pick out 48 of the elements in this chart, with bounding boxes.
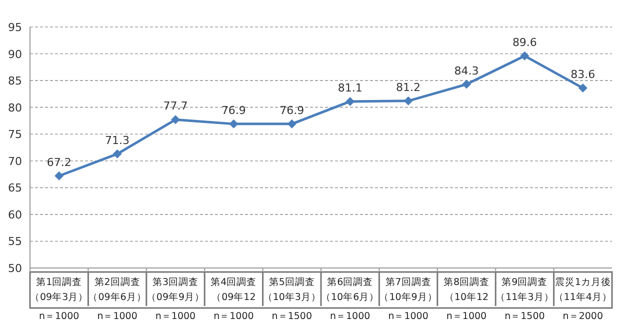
point bbox=[404, 96, 413, 106]
data-label: 81.2 bbox=[396, 80, 421, 94]
data-label: 89.6 bbox=[512, 36, 537, 49]
x-tick-label: 第7回調査（10年9月） bbox=[379, 276, 438, 303]
text: n＝1000 bbox=[97, 311, 138, 321]
point bbox=[520, 51, 530, 60]
point bbox=[578, 84, 588, 93]
data-label: 83.6 bbox=[570, 68, 596, 82]
x-tick-label: 第4回調査（09年12 bbox=[210, 276, 257, 303]
text: n＝1000 bbox=[155, 311, 196, 321]
x-tick-label: 第9回調査（11年3月） bbox=[496, 276, 554, 303]
y-tick-label: 65 bbox=[8, 182, 22, 195]
y-tick-label: 75 bbox=[8, 128, 22, 142]
y-tick-label: 60 bbox=[8, 208, 22, 222]
data-label: 84.3 bbox=[454, 64, 479, 78]
text: n＝1000 bbox=[446, 311, 487, 321]
x-tick-label: 第8回調査（10年12 bbox=[443, 276, 490, 303]
data-label: 76.9 bbox=[280, 104, 304, 117]
x-tick-label: 第2回調査（09年6月） bbox=[88, 276, 146, 303]
data-label: 71.3 bbox=[105, 134, 130, 147]
point bbox=[229, 119, 238, 128]
point bbox=[54, 171, 64, 180]
text: n＝1000 bbox=[214, 311, 254, 321]
y-tick-label: 50 bbox=[8, 262, 22, 275]
text: n＝1000 bbox=[39, 311, 80, 321]
x-tick-label: 第1回調査（09年3月） bbox=[30, 276, 88, 303]
x-tick-label: 第6回調査（10年6月） bbox=[321, 276, 380, 303]
data-label: 81.1 bbox=[338, 81, 362, 94]
y-tick-label: 80 bbox=[8, 101, 22, 114]
y-tick-label: 90 bbox=[8, 48, 22, 61]
text: n＝1500 bbox=[504, 311, 545, 321]
point bbox=[171, 115, 180, 124]
data-label: 77.7 bbox=[163, 100, 188, 113]
point bbox=[112, 149, 122, 158]
text: n＝1500 bbox=[272, 311, 312, 321]
y-tick-label: 70 bbox=[8, 154, 22, 168]
y-tick-label: 95 bbox=[8, 21, 22, 34]
data-label: 67.2 bbox=[46, 156, 72, 169]
y-tick-label: 55 bbox=[8, 235, 22, 248]
data-label: 76.9 bbox=[221, 104, 246, 117]
text: n＝1000 bbox=[388, 311, 428, 321]
text: n＝2000 bbox=[562, 311, 603, 321]
y-tick-label: 85 bbox=[8, 74, 22, 88]
x-tick-label: 第3回調査（09年9月） bbox=[146, 276, 205, 303]
x-tick-label: 震災1カ月後（11年4月） bbox=[554, 276, 612, 303]
text: n＝1000 bbox=[330, 311, 370, 321]
point bbox=[462, 80, 471, 89]
x-tick-label: 第5回調査（10年3月） bbox=[262, 276, 321, 303]
